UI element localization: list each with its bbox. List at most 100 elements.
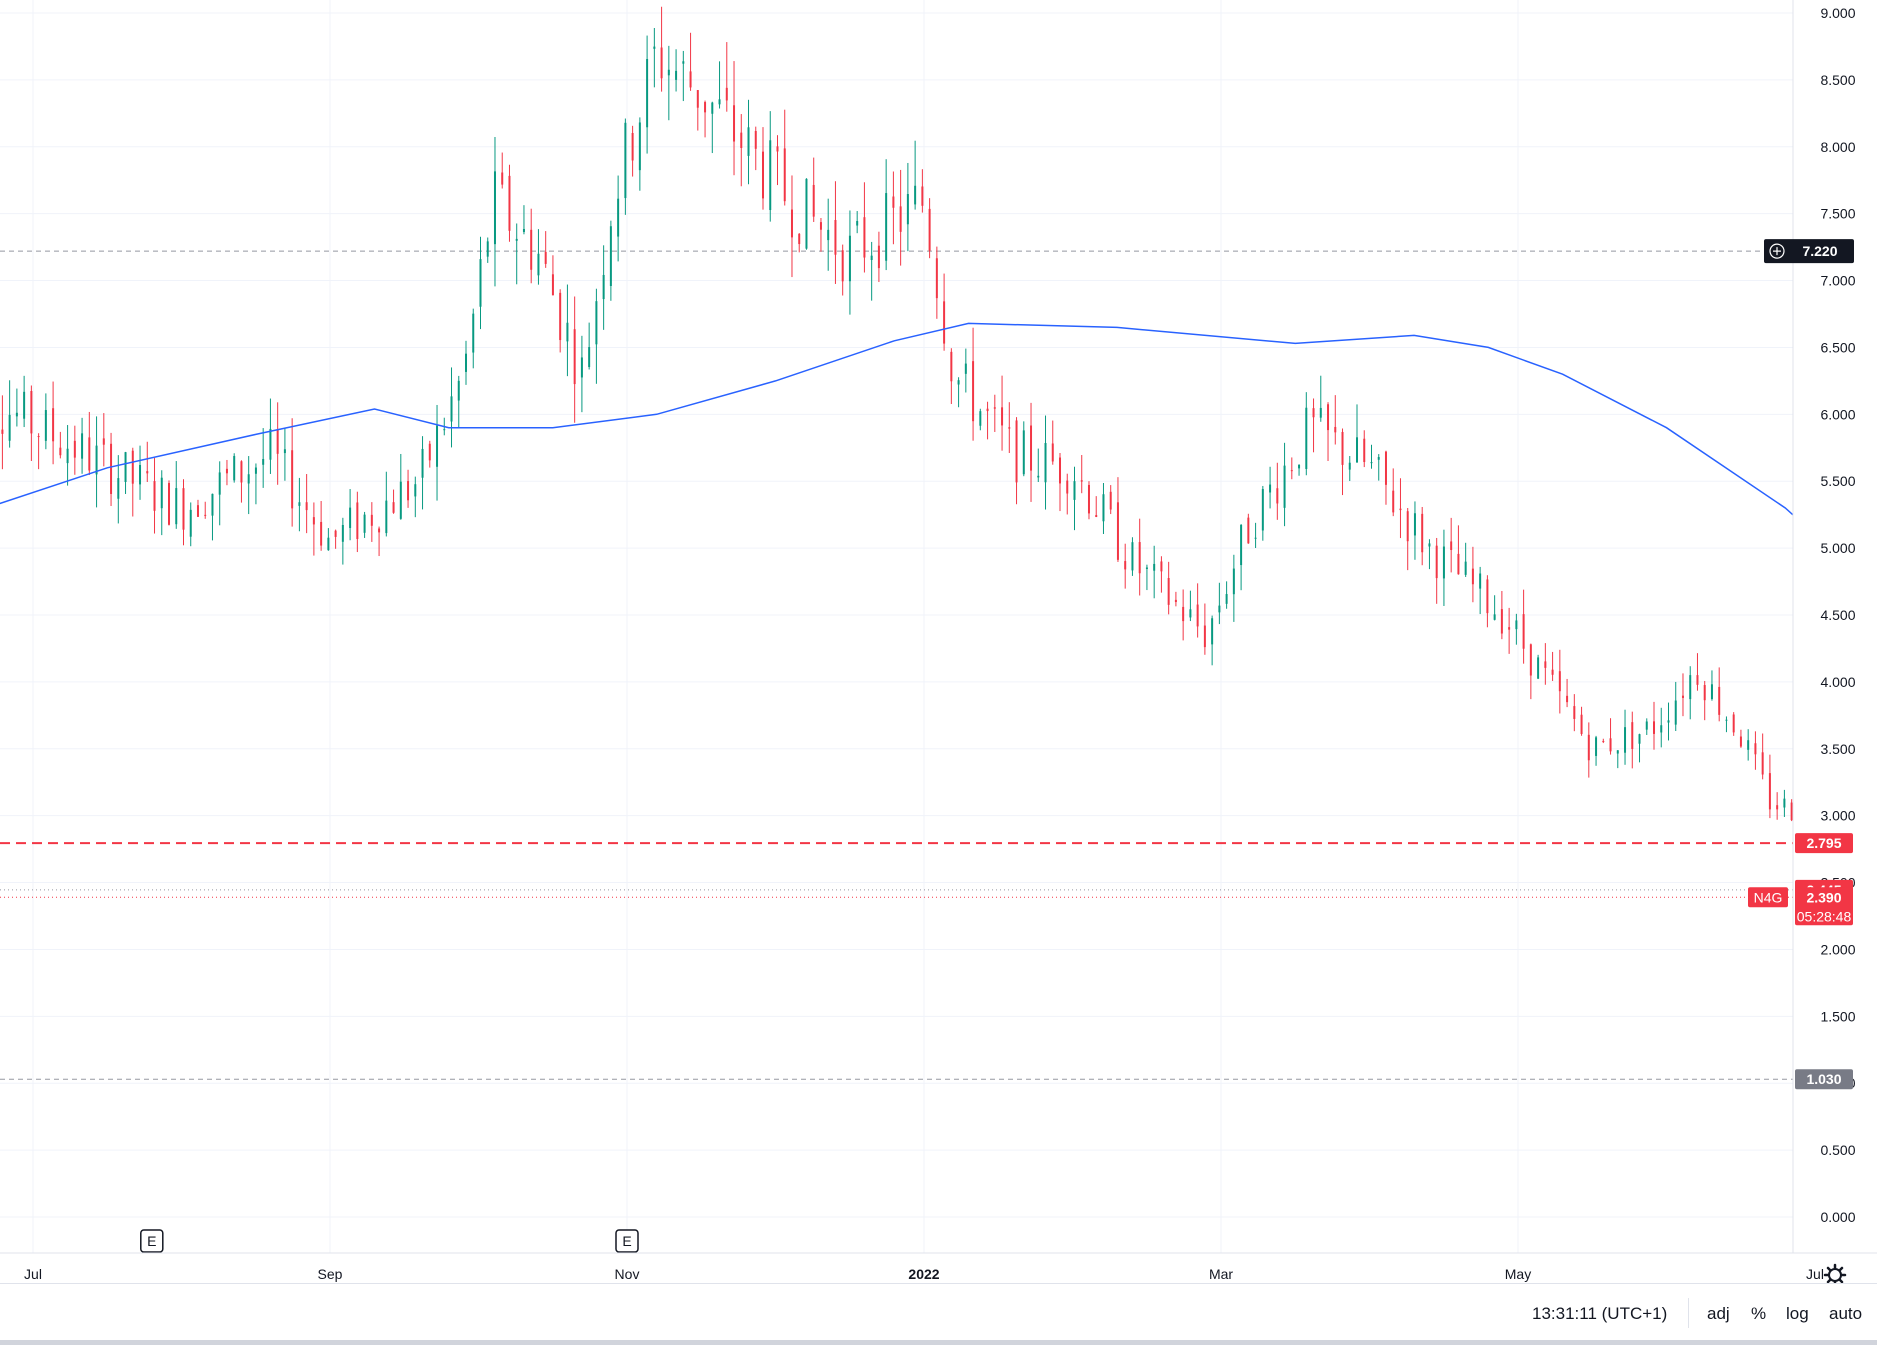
- candle-body: [769, 140, 772, 211]
- candle-body: [1341, 431, 1344, 465]
- candle-body: [877, 245, 880, 269]
- candle-body: [754, 130, 757, 149]
- candle-body: [247, 474, 250, 484]
- candle-body: [73, 440, 76, 458]
- candle-body: [472, 313, 475, 353]
- candle-body: [428, 443, 431, 461]
- candle-body: [1703, 685, 1706, 701]
- candle-body: [196, 505, 199, 517]
- candle-body: [1573, 706, 1576, 719]
- candle-body: [1269, 484, 1272, 493]
- candle-body: [1211, 618, 1214, 645]
- candle-body: [1334, 426, 1337, 433]
- candle-body: [59, 447, 62, 456]
- candle-body: [762, 151, 765, 199]
- price-chart[interactable]: 1(8.900)0.786(7.165)0.618(5.805)0.5(4.85…: [0, 0, 1877, 1283]
- candle-body: [392, 502, 395, 513]
- candle-body: [993, 407, 996, 409]
- candle-body: [921, 186, 924, 206]
- candle-body: [1218, 605, 1221, 613]
- candle-body: [189, 509, 192, 537]
- moving-average: [0, 322, 1877, 592]
- settings-gear-icon[interactable]: [1823, 1263, 1847, 1283]
- candle-body: [23, 391, 26, 419]
- price-axis[interactable]: 9.000 8.500 8.000 7.500 7.000 6.500 6.000 5.500…: [1820, 5, 1855, 1225]
- candle-body: [1312, 408, 1315, 418]
- candle-body: [450, 396, 453, 422]
- log-scale-toggle[interactable]: log: [1786, 1304, 1809, 1323]
- y-tick-label: 7.500: [1820, 206, 1855, 222]
- candle-body: [1566, 695, 1569, 703]
- x-tick-label: Jul: [24, 1266, 42, 1282]
- candle-body: [573, 329, 576, 385]
- candle-body: [1, 429, 4, 434]
- candle-body: [1240, 524, 1243, 566]
- candle-body: [718, 99, 721, 105]
- candle-body: [37, 436, 40, 438]
- candle-body: [443, 429, 446, 431]
- time-axis[interactable]: JulSepNov2022MarMayJulSepNov2023MarMayJu…: [24, 1266, 1877, 1282]
- x-tick-label: May: [1505, 1266, 1531, 1282]
- countdown-label: 05:28:48: [1797, 908, 1852, 924]
- candle-body: [827, 229, 830, 241]
- candle-body: [522, 228, 525, 232]
- candle-body: [1761, 752, 1764, 775]
- candle-body: [1653, 721, 1656, 734]
- candle-body: [1718, 686, 1721, 715]
- candle-body: [341, 524, 344, 542]
- clock-timezone[interactable]: 13:31:11 (UTC+1): [1532, 1304, 1668, 1323]
- percent-scale-toggle[interactable]: %: [1751, 1304, 1767, 1323]
- y-tick-label: 4.500: [1820, 607, 1855, 623]
- candle-body: [1754, 743, 1757, 755]
- candle-body: [1051, 443, 1054, 462]
- candle-body: [1595, 737, 1598, 756]
- candle-body: [88, 437, 91, 471]
- candle-body: [892, 196, 895, 208]
- candle-body: [1710, 684, 1713, 700]
- candle-body: [914, 185, 917, 205]
- candle-body: [1399, 508, 1402, 511]
- crosshair-tag-box: [1764, 239, 1854, 264]
- candle-body: [457, 380, 460, 401]
- candle-body: [44, 410, 47, 441]
- candle-body: [841, 250, 844, 282]
- candle-body: [160, 477, 163, 509]
- candle-body: [139, 464, 142, 485]
- candle-body: [1290, 470, 1293, 472]
- candle-body: [1037, 475, 1040, 478]
- candle-body: [1587, 734, 1590, 761]
- candle-body: [1406, 511, 1409, 542]
- candle-body: [1087, 484, 1090, 514]
- candle-body: [530, 229, 533, 270]
- candle-body: [378, 528, 381, 533]
- candle-body: [1153, 563, 1156, 571]
- candle-body: [733, 105, 736, 142]
- earnings-icon: E: [615, 1229, 639, 1253]
- candle-body: [1124, 561, 1127, 570]
- event-markers: EEEE: [140, 1229, 639, 1253]
- candle-body: [1225, 594, 1228, 604]
- candle-body: [979, 411, 982, 426]
- candle-body: [551, 274, 554, 296]
- candle-body: [436, 425, 439, 467]
- y-tick-label: 4.000: [1820, 674, 1855, 690]
- price-tag-label: 7.220: [1802, 243, 1837, 259]
- candle-body: [1486, 579, 1489, 614]
- candle-body: [1464, 561, 1467, 575]
- candle-body: [1030, 425, 1033, 471]
- adj-toggle[interactable]: adj: [1707, 1304, 1730, 1323]
- candle-body: [1689, 675, 1692, 700]
- candle-body: [1435, 545, 1438, 579]
- candle-body: [537, 253, 540, 276]
- earnings-icon: E: [140, 1229, 164, 1253]
- candle-body: [696, 90, 699, 108]
- candle-body: [834, 220, 837, 255]
- earnings-icon-frame: [140, 1229, 164, 1253]
- y-tick-label: 2.000: [1820, 941, 1855, 957]
- auto-scale-toggle[interactable]: auto: [1829, 1304, 1863, 1323]
- candle-body: [1131, 542, 1134, 571]
- candle-body: [1776, 805, 1779, 810]
- symbol-tag-label: N4G: [1754, 889, 1783, 905]
- candle-body: [465, 353, 468, 372]
